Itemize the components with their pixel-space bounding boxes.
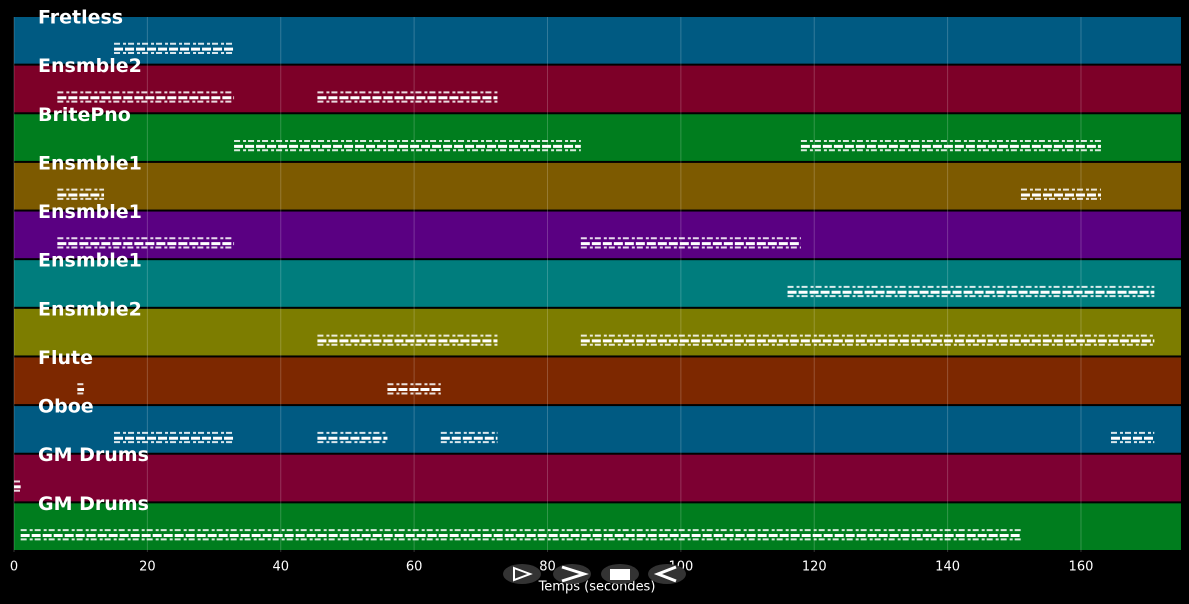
track-name: BritePno	[38, 104, 131, 126]
note-segment	[580, 237, 801, 249]
note-segment	[114, 431, 235, 444]
note-segment	[234, 140, 581, 152]
note-segment	[580, 334, 1155, 346]
note-segment	[114, 42, 235, 54]
forward-icon	[561, 565, 589, 583]
x-tick-label: 120	[802, 560, 827, 575]
track-name: Flute	[38, 347, 93, 369]
note-segment	[77, 383, 85, 395]
track-band	[14, 211, 1181, 259]
track-band	[14, 308, 1181, 356]
note-segment	[57, 91, 235, 103]
x-tick-label: 0	[10, 560, 18, 575]
x-tick-label: 140	[935, 560, 960, 575]
note-segment	[787, 285, 1155, 298]
x-tick-label: 80	[539, 560, 556, 575]
stop-icon	[610, 569, 630, 580]
track-band	[14, 65, 1181, 113]
play-icon	[513, 566, 533, 582]
note-segment	[800, 140, 1101, 152]
player-controls[interactable]	[503, 564, 686, 584]
track-band	[14, 357, 1181, 405]
track-name: Ensmble1	[38, 152, 142, 174]
track-name: Fretless	[38, 7, 123, 29]
back-icon	[653, 565, 677, 583]
track-name: GM Drums	[38, 493, 149, 515]
track-name: Ensmble2	[38, 298, 142, 320]
track-band	[14, 260, 1181, 307]
note-segment	[57, 237, 235, 249]
track-band	[14, 17, 1181, 64]
x-tick-label: 40	[272, 560, 289, 575]
note-segment	[317, 91, 498, 103]
note-segment	[317, 334, 498, 346]
track-name: Oboe	[38, 396, 94, 418]
track-band	[14, 162, 1181, 210]
x-axis-label: Temps (secondes)	[538, 580, 656, 595]
note-segment	[14, 480, 21, 492]
track-name: Ensmble1	[38, 250, 142, 272]
track-band	[14, 503, 1181, 550]
track-name: Ensmble2	[38, 55, 142, 77]
track-name: Ensmble1	[38, 201, 142, 223]
note-segment	[387, 383, 441, 395]
note-segment	[57, 188, 105, 200]
play-button[interactable]	[503, 564, 541, 584]
track-band	[14, 114, 1181, 161]
x-tick-label: 20	[139, 560, 156, 575]
note-segment	[1110, 431, 1155, 444]
forward-button[interactable]	[553, 564, 591, 584]
x-tick-label: 160	[1069, 560, 1094, 575]
track-name: GM Drums	[38, 444, 149, 466]
note-segment	[1020, 188, 1101, 200]
note-segment	[20, 529, 1021, 541]
track-band	[14, 454, 1181, 502]
note-segment	[440, 431, 498, 444]
track-band	[14, 406, 1181, 453]
note-segment	[317, 431, 388, 444]
x-tick-label: 60	[406, 560, 423, 575]
back-button[interactable]	[648, 564, 686, 584]
